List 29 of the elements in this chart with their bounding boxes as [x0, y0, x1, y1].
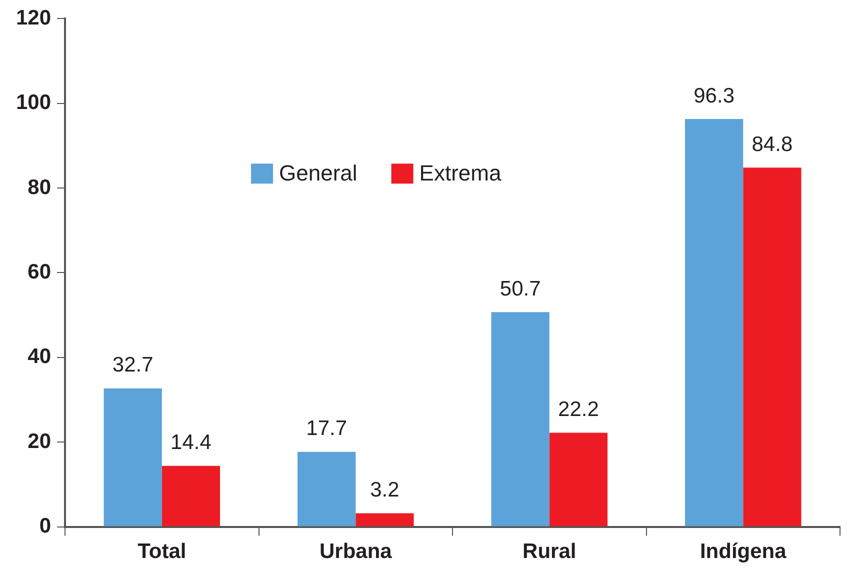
y-tick-label: 0: [39, 514, 52, 538]
y-tick-label: 80: [28, 176, 52, 199]
data-label: 96.3: [694, 84, 735, 108]
bar: [356, 513, 414, 526]
y-tick-label: 120: [16, 6, 52, 30]
data-label: 32.7: [112, 354, 154, 377]
data-label: 14.4: [170, 431, 212, 454]
bar: [298, 452, 356, 526]
data-label: 3.2: [370, 478, 400, 502]
data-label: 50.7: [500, 277, 541, 300]
y-tick-label: 20: [28, 430, 52, 453]
legend-label: Extrema: [419, 160, 502, 186]
y-tick-label: 100: [16, 91, 52, 114]
bar: [162, 466, 220, 526]
bar: [549, 432, 608, 526]
x-tick-label: Total: [138, 540, 186, 564]
bar: [743, 168, 802, 526]
x-tick-label: Indígena: [700, 540, 787, 564]
legend-label: General: [279, 160, 358, 186]
y-tick-label: 40: [28, 345, 52, 368]
y-tick-label: 60: [28, 260, 52, 284]
bar: [491, 312, 550, 526]
data-label: 84.8: [752, 132, 793, 156]
data-label: 22.2: [558, 398, 599, 422]
x-tick-label: Urbana: [319, 540, 392, 564]
data-label: 17.7: [306, 417, 348, 440]
bar: [685, 118, 744, 526]
x-tick-label: Rural: [522, 540, 576, 564]
bar: [104, 388, 162, 526]
